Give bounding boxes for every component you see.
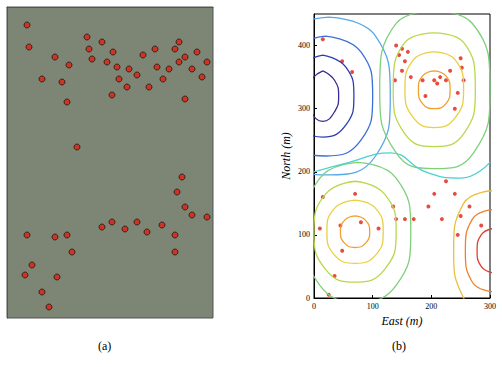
svg-text:North (m): North (m)	[279, 132, 293, 181]
svg-text:(b): (b)	[392, 339, 406, 353]
svg-text:200: 200	[425, 302, 437, 311]
svg-text:0: 0	[312, 302, 316, 311]
svg-text:200: 200	[298, 167, 310, 176]
svg-text:100: 100	[298, 230, 310, 239]
svg-text:300: 300	[484, 302, 496, 311]
svg-text:400: 400	[298, 41, 310, 50]
svg-text:East (m): East (m)	[381, 314, 423, 328]
svg-text:300: 300	[298, 104, 310, 113]
svg-text:100: 100	[367, 302, 379, 311]
svg-text:0: 0	[306, 294, 310, 303]
svg-text:(a): (a)	[98, 339, 111, 353]
